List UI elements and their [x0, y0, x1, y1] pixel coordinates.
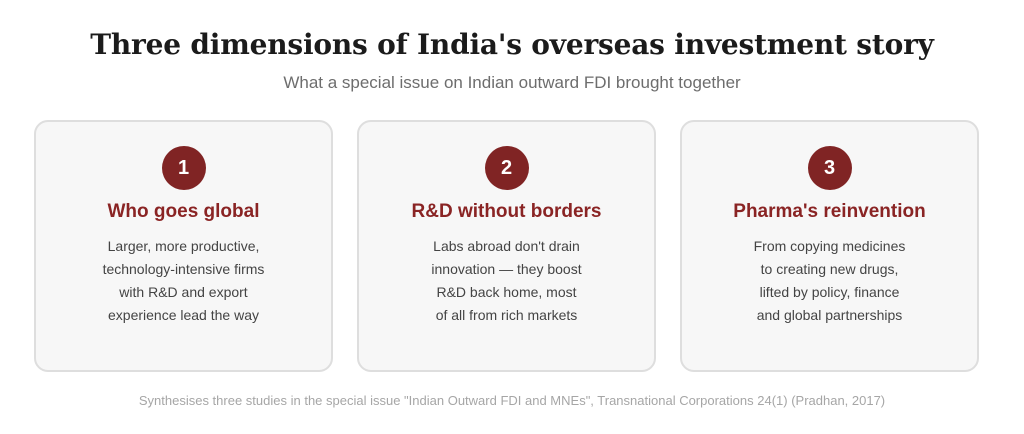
card-description: Labs abroad don't drain innovation — the…: [379, 235, 634, 327]
card-description-line: R&D back home, most: [436, 284, 577, 300]
source-footnote: Synthesises three studies in the special…: [138, 393, 886, 408]
card-description-line: and global partnerships: [756, 307, 903, 323]
page-title: Three dimensions of India's overseas inv…: [90, 28, 934, 61]
card-description-line: Labs abroad don't drain: [433, 238, 580, 254]
card-description-line: to creating new drugs,: [760, 261, 899, 277]
card-description-line: innovation — they boost: [431, 261, 582, 277]
card-description: Larger, more productive, technology-inte…: [56, 235, 311, 327]
page-subtitle: What a special issue on Indian outward F…: [283, 73, 741, 92]
card-description-line: Larger, more productive,: [107, 238, 260, 254]
card-who-goes-global: 1 Who goes global Larger, more productiv…: [34, 120, 333, 372]
card-title: Pharma's reinvention: [733, 201, 926, 222]
card-description-line: of all from rich markets: [435, 307, 578, 323]
card-description-line: experience lead the way: [108, 307, 259, 323]
card-description-line: technology-intensive firms: [102, 261, 265, 277]
step-number-badge: 2: [484, 146, 529, 190]
step-number-badge: 1: [161, 146, 206, 190]
step-number-badge: 3: [807, 146, 852, 190]
card-description-line: with R&D and export: [119, 284, 248, 300]
card-rd-without-borders: 2 R&D without borders Labs abroad don't …: [357, 120, 656, 372]
card-description-line: From copying medicines: [753, 238, 906, 254]
card-title: R&D without borders: [411, 201, 602, 222]
card-pharmas-reinvention: 3 Pharma's reinvention From copying medi…: [680, 120, 979, 372]
card-description: From copying medicines to creating new d…: [702, 235, 957, 327]
card-title: Who goes global: [107, 201, 260, 222]
card-description-line: lifted by policy, finance: [759, 284, 900, 300]
